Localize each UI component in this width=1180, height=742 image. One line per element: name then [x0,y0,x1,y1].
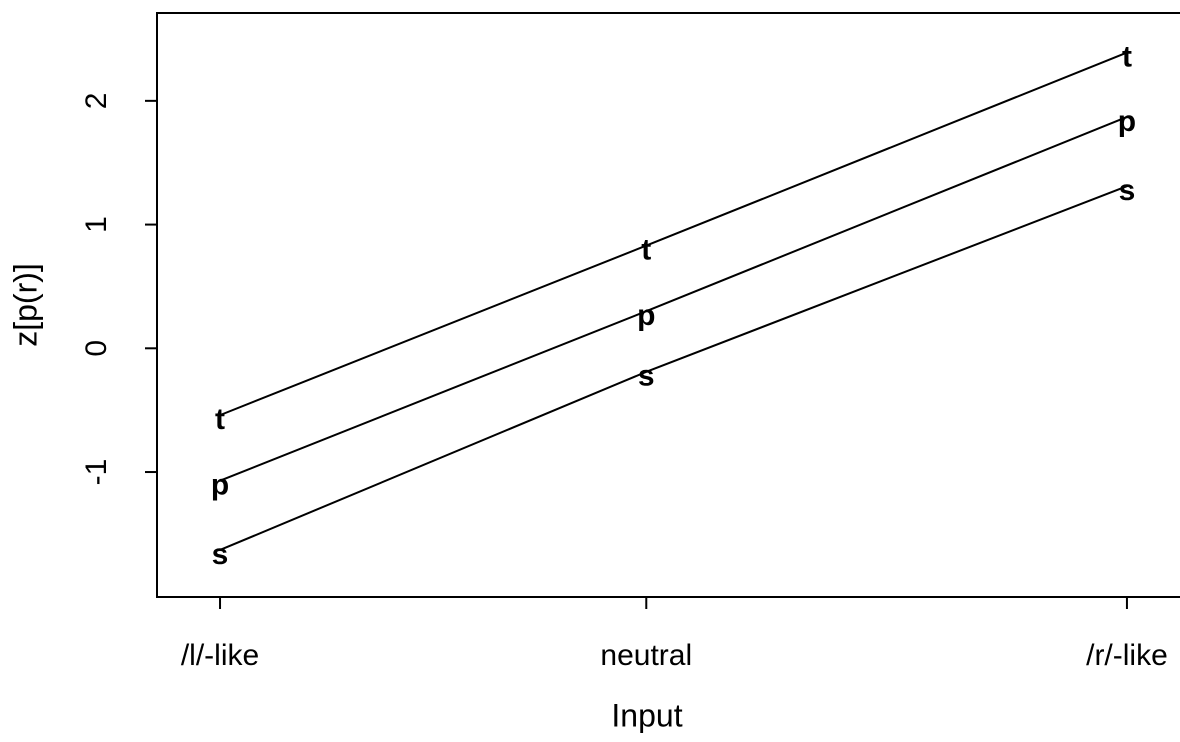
x-tick-label: /l/-like [181,639,259,672]
point-label: s [212,538,229,571]
series-line [219,185,1128,551]
series-line [219,51,1128,417]
point-label: t [641,234,651,267]
point-label: p [637,299,655,332]
point-label: p [211,469,229,502]
y-tick-label: -1 [80,459,113,486]
plot-frame [156,12,1180,598]
point-label: s [638,360,655,393]
x-tick-label: neutral [600,639,692,672]
point-label: s [1119,174,1136,207]
point-label: t [215,403,225,436]
y-tick-label: 0 [80,340,113,357]
y-tick-label: 1 [80,216,113,233]
series-line [219,116,1128,482]
point-label: t [1122,41,1132,74]
y-axis-label: z[p(r)] [7,263,43,347]
y-tick-label: 2 [80,93,113,110]
x-axis-label: Input [611,697,682,733]
x-tick-label: /r/-like [1086,639,1168,672]
point-label: p [1118,105,1136,138]
